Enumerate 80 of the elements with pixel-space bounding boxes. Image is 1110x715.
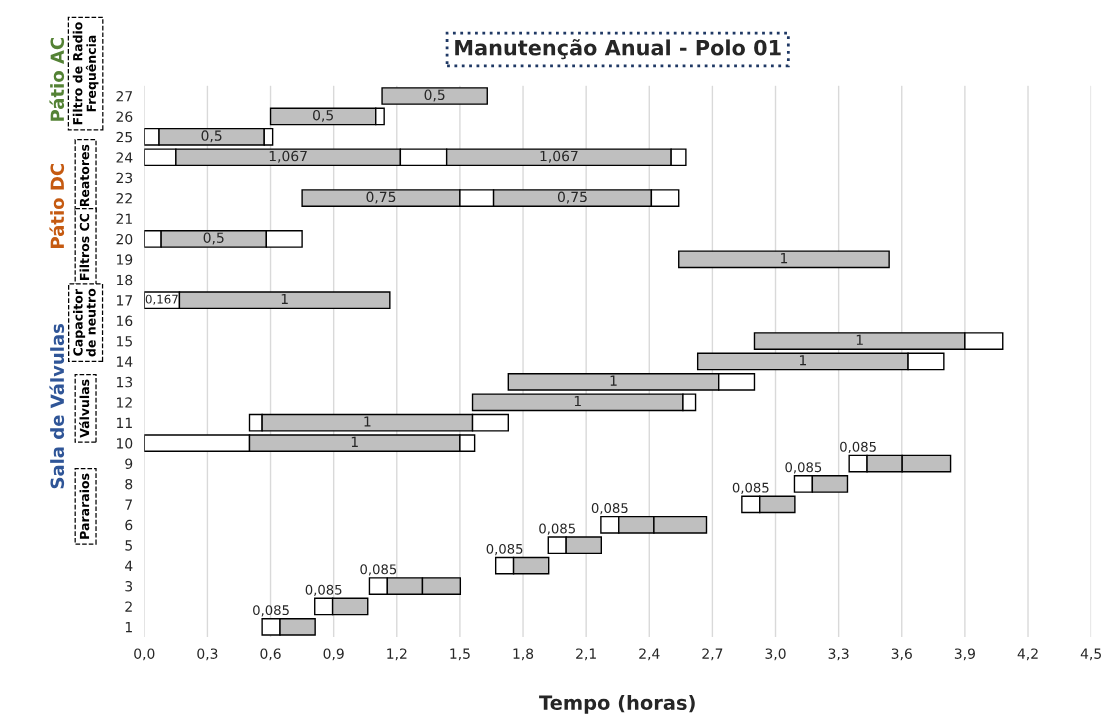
y-tick-label: 6	[125, 519, 133, 531]
x-tick-label: 3,6	[891, 648, 912, 661]
data-label: 0,75	[366, 191, 396, 204]
y-tick-label: 4	[125, 560, 133, 571]
x-axis-title: Tempo (horas)	[539, 694, 695, 714]
y-tick-label: 15	[117, 336, 132, 347]
y-tick-label: 12	[117, 397, 132, 408]
data-label: 1	[281, 293, 288, 305]
data-label: 1	[351, 436, 358, 447]
data-label: 0,167	[145, 294, 178, 305]
text: Válvulas	[79, 379, 90, 438]
data-label: 0,085	[360, 564, 397, 576]
y-tick-label: 19	[117, 254, 133, 265]
data-label: 1,067	[269, 150, 307, 163]
y-tick-label: 23	[116, 172, 133, 184]
y-tick-label: 18	[117, 274, 133, 286]
text: Pararaios	[79, 473, 90, 539]
y-tick-label: 16	[117, 315, 133, 327]
x-tick-label: 0,9	[323, 648, 344, 661]
x-tick-label: 1,5	[450, 648, 470, 661]
data-label: 0,085	[785, 462, 822, 474]
data-label: 1	[856, 334, 863, 345]
data-label: 1	[799, 355, 807, 366]
x-tick-label: 4,2	[1017, 648, 1038, 661]
y-tick-label: 13	[117, 376, 133, 388]
x-tick-label: 0,3	[197, 648, 218, 661]
data-label: 0,5	[203, 232, 224, 245]
y-tick-label: 10	[117, 438, 133, 449]
y-tick-label: 11	[117, 417, 132, 428]
data-label: 0,085	[591, 503, 628, 515]
y-tick-label: 5	[125, 540, 132, 551]
y-tick-label: 9	[125, 458, 133, 469]
x-tick-label: 2,1	[576, 648, 596, 661]
x-tick-label: 0,0	[134, 648, 155, 661]
y-tick-label: 20	[116, 233, 133, 245]
data-label: 0,085	[840, 441, 876, 454]
y-tick-label: 8	[125, 478, 133, 490]
x-tick-label: 3,3	[828, 648, 849, 661]
x-tick-label: 2,7	[702, 648, 723, 661]
y-tick-label: 14	[117, 356, 133, 367]
data-label: 1	[364, 416, 371, 427]
data-label: 0,5	[424, 89, 445, 102]
x-tick-label: 2,4	[639, 648, 660, 661]
text: Sala de Válvulas	[49, 324, 65, 489]
x-tick-label: 3,9	[954, 648, 975, 661]
data-label: 0,5	[313, 109, 333, 122]
data-label: 0,75	[557, 191, 587, 204]
data-label: 1	[781, 253, 788, 264]
x-tick-label: 1,2	[387, 648, 407, 661]
y-tick-label: 27	[116, 90, 132, 102]
y-tick-label: 22	[116, 193, 132, 204]
data-label: 0,5	[201, 130, 222, 143]
y-tick-label: 1	[125, 622, 132, 633]
y-tick-label: 26	[116, 111, 133, 122]
data-label: 0,085	[486, 543, 523, 556]
text: Reatores	[79, 144, 90, 207]
x-tick-label: 0,6	[260, 648, 281, 661]
data-label: 0,085	[305, 584, 342, 597]
y-tick-label: 7	[125, 499, 132, 510]
x-tick-label: 4,5	[1080, 648, 1101, 661]
text: Pátio AC	[49, 37, 65, 121]
x-tick-label: 1,8	[513, 648, 534, 661]
data-label: 1,067	[540, 150, 578, 163]
data-label: 1	[610, 375, 617, 386]
data-label: 0,085	[539, 523, 575, 535]
y-tick-label: 3	[125, 580, 133, 592]
text: Filtro de Radio Frequência	[72, 22, 99, 125]
x-tick-label: 3,0	[765, 648, 786, 661]
y-tick-label: 17	[117, 295, 132, 306]
text: Pátio DC	[49, 164, 65, 248]
y-tick-label: 2	[125, 601, 132, 612]
text: Capacitor de neutro	[73, 288, 96, 357]
text: Filtros CC	[79, 213, 90, 280]
y-tick-label: 21	[116, 213, 132, 224]
y-tick-label: 25	[116, 131, 132, 143]
data-label: 1	[574, 395, 581, 407]
y-tick-label: 24	[116, 152, 133, 163]
data-label: 0,085	[732, 482, 769, 494]
data-label: 0,085	[253, 605, 289, 617]
chart-title: Manutenção Anual - Polo 01	[455, 39, 781, 60]
